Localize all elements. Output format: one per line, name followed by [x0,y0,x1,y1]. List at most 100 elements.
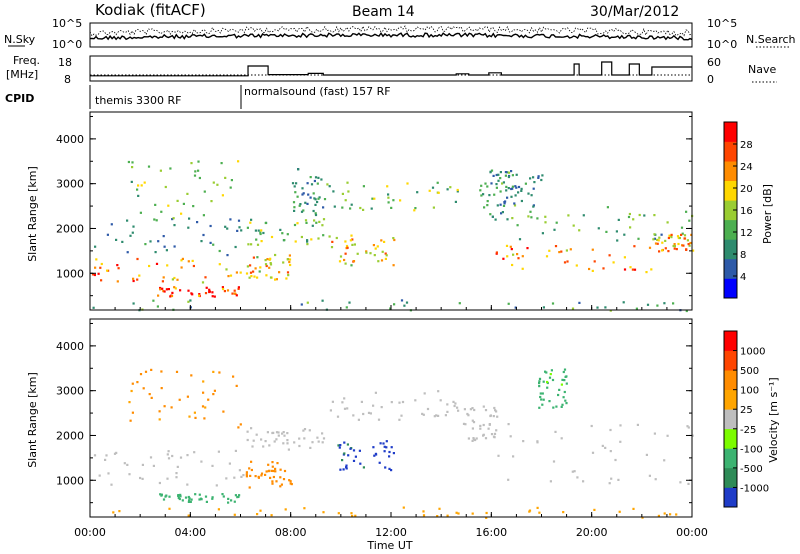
heatmap-cell [230,179,233,182]
heatmap-cell [462,422,466,425]
heatmap-cell [296,222,299,225]
heatmap-cell [612,261,615,264]
heatmap-cell [506,218,509,221]
heatmap-cell [275,278,278,281]
heatmap-cell [369,252,372,255]
heatmap-cell [256,256,259,259]
heatmap-cell [676,235,680,238]
heatmap-cell [188,217,191,220]
power-panel-frame [89,111,693,311]
heatmap-cell [514,306,517,309]
heatmap-cell [201,405,205,408]
heatmap-cell [282,261,285,264]
heatmap-cell [381,250,384,253]
heatmap-cell [383,445,386,448]
heatmap-cell [350,512,353,515]
heatmap-cell [400,414,403,417]
heatmap-cell [373,197,376,200]
heatmap-cell [200,240,203,243]
heatmap-cell [351,514,354,518]
heatmap-cell [542,380,545,383]
heatmap-cell [137,184,140,187]
heatmap-cell [270,235,274,239]
heatmap-cell [536,440,539,443]
heatmap-cell [485,511,488,515]
heatmap-cell [471,407,474,410]
heatmap-cell [156,305,159,308]
heatmap-cell [349,207,352,210]
heatmap-cell [383,240,386,243]
heatmap-cell [506,196,509,199]
heatmap-cell [527,192,530,195]
heatmap-cell [538,406,541,409]
heatmap-cell [170,294,174,298]
heatmap-cell [502,181,505,184]
heatmap-cell [186,395,189,398]
heatmap-cell [198,493,201,496]
heatmap-cell [342,468,345,471]
heatmap-cell [331,400,334,403]
heatmap-cell [198,498,201,501]
x-tick-label: 16:00 [475,526,507,539]
heatmap-cell [314,176,318,179]
heatmap-cell [162,276,165,279]
heatmap-cell [234,494,237,497]
heatmap-cell [563,390,566,394]
heatmap-cell [392,452,395,455]
heatmap-cell [160,210,163,213]
heatmap-cell [298,444,301,448]
heatmap-cell [532,176,535,179]
heatmap-cell [653,237,656,240]
heatmap-cell [539,395,542,399]
heatmap-cell [359,206,362,210]
heatmap-cell [546,380,549,384]
heatmap-cell [249,264,252,267]
heatmap-cell [549,480,552,483]
heatmap-cell [283,239,286,242]
heatmap-cell [510,195,513,198]
x-tick-label: 12:00 [375,526,407,539]
heatmap-cell [264,473,267,476]
heatmap-cell [300,303,303,306]
heatmap-cell [670,236,673,239]
heatmap-cell [546,386,549,389]
heatmap-cell [287,274,290,277]
heatmap-cell [188,415,191,418]
cpid-mode-2: normalsound (fast) 157 RF [244,85,391,98]
heatmap-cell [384,257,387,260]
colorbar-tick-label: 1000 [740,347,765,358]
heatmap-cell [205,286,208,289]
heatmap-cell [93,273,96,277]
nave-tick-low: 0 [707,73,714,86]
heatmap-cell [187,514,190,517]
heatmap-cell [168,507,171,510]
heatmap-cell [591,248,594,251]
heatmap-cell [189,500,192,503]
heatmap-cell [667,250,670,253]
heatmap-cell [163,405,166,408]
heatmap-cell [390,446,393,449]
heatmap-cell [604,306,607,309]
heatmap-cell [360,400,363,403]
heatmap-cell [480,184,483,187]
heatmap-cell [173,276,176,280]
heatmap-cell [497,454,500,457]
heatmap-cell [513,204,517,207]
heatmap-cell [272,475,275,479]
heatmap-cell [302,209,305,212]
heatmap-cell [668,234,671,237]
heatmap-cell [609,309,612,312]
heatmap-cell [281,432,284,435]
heatmap-cell [273,440,276,443]
heatmap-cell [100,279,103,282]
colorbar-swatch [724,239,737,260]
heatmap-cell [187,260,190,263]
heatmap-cell [293,223,297,227]
heatmap-cell [252,270,255,273]
heatmap-cell [104,458,107,461]
heatmap-cell [376,245,379,248]
heatmap-cell [301,193,304,196]
heatmap-cell [157,240,160,243]
heatmap-cell [688,244,691,247]
heatmap-cell [159,286,162,290]
